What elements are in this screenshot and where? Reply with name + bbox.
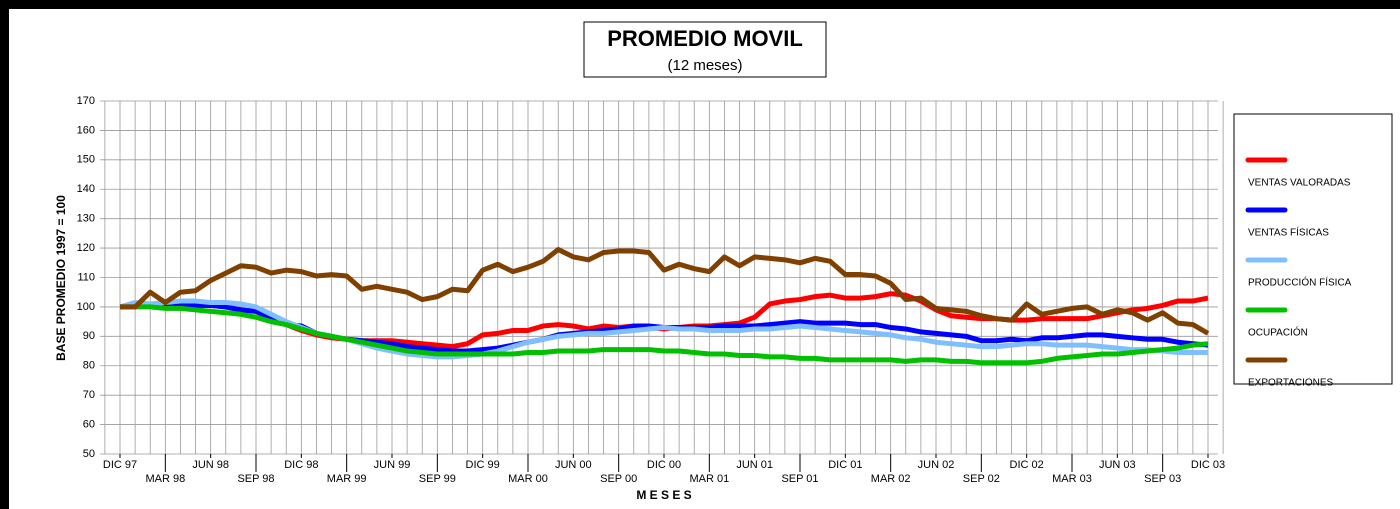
x-tick-label: DIC 99 (466, 459, 500, 471)
y-tick-label: 130 (77, 213, 95, 225)
legend-label: VENTAS VALORADAS (1248, 178, 1351, 189)
x-tick-label: DIC 98 (284, 459, 318, 471)
y-tick-label: 170 (77, 95, 95, 107)
x-tick-label: SEP 01 (781, 473, 818, 485)
y-tick-label: 70 (83, 389, 95, 401)
y-tick-label: 110 (77, 271, 95, 283)
series-line (120, 304, 1209, 366)
x-tick-label: DIC 01 (828, 459, 862, 471)
x-tick-label: JUN 98 (192, 459, 229, 471)
legend-label: PRODUCCIÓN FÍSICA (1248, 276, 1352, 289)
x-tick-label: JUN 02 (918, 459, 955, 471)
x-tick-label: MAR 99 (327, 473, 367, 485)
x-tick-label: SEP 98 (237, 473, 274, 485)
x-tick-label: JUN 00 (555, 459, 592, 471)
x-tick-label: JUN 01 (736, 459, 773, 471)
x-tick-label: JUN 99 (374, 459, 411, 471)
y-tick-label: 60 (83, 418, 95, 430)
y-tick-label: 120 (77, 242, 95, 254)
x-tick-label: MAR 00 (508, 473, 548, 485)
x-tick-label: DIC 02 (1010, 459, 1044, 471)
x-tick-label: MAR 98 (145, 473, 185, 485)
legend-label: VENTAS FÍSICAS (1248, 226, 1329, 239)
y-tick-label: 140 (77, 183, 95, 195)
x-tick-label: MAR 02 (871, 473, 911, 485)
x-tick-label: MAR 01 (689, 473, 729, 485)
x-tick-label: JUN 03 (1099, 459, 1136, 471)
y-tick-label: 90 (83, 330, 95, 342)
y-tick-label: 80 (83, 360, 95, 372)
x-tick-label: MAR 03 (1052, 473, 1092, 485)
title-box (583, 21, 827, 78)
y-tick-label: 160 (77, 124, 95, 136)
chart-subtitle: (12 meses) (667, 57, 742, 74)
legend-box (1233, 113, 1393, 385)
x-axis-label: M E S E S (636, 488, 691, 502)
legend-label: OCUPACIÓN (1248, 326, 1308, 339)
frame-top (0, 0, 1400, 9)
y-tick-label: 150 (77, 154, 95, 166)
y-tick-label: 100 (77, 301, 95, 313)
y-axis-label: BASE PROMEDIO 1997 = 100 (54, 195, 68, 361)
legend-label: EXPORTACIONES (1248, 378, 1334, 389)
x-tick-label: SEP 00 (600, 473, 637, 485)
x-tick-label: SEP 99 (419, 473, 456, 485)
x-tick-label: DIC 00 (647, 459, 681, 471)
y-tick-label: 50 (83, 448, 95, 460)
frame-left (0, 0, 9, 509)
x-tick-label: SEP 02 (963, 473, 1000, 485)
chart-title: PROMEDIO MOVIL (607, 26, 803, 51)
x-tick-label: DIC 97 (103, 459, 137, 471)
x-tick-label: DIC 03 (1191, 459, 1225, 471)
x-tick-label: SEP 03 (1144, 473, 1181, 485)
series-line (120, 247, 1210, 336)
